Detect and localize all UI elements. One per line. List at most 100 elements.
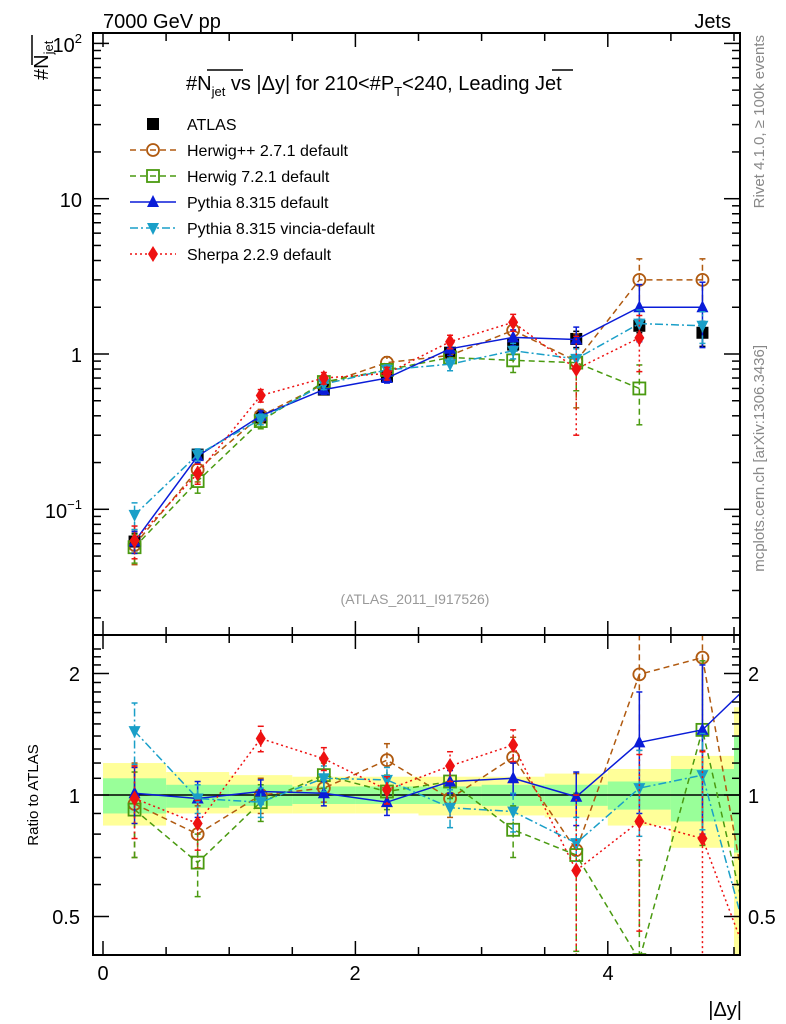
xtick-2: 2 — [349, 963, 360, 985]
ratio-series — [127, 635, 772, 1013]
data-point — [760, 1001, 772, 1013]
data-point — [254, 784, 267, 797]
band-stat — [734, 736, 740, 853]
svg-text:#Njet: #Njet — [31, 40, 56, 80]
series-sherpa-2-2-9-default — [129, 313, 645, 560]
series-line — [133, 306, 703, 542]
rtick-0.5-right: 0.5 — [748, 907, 776, 929]
data-point — [255, 387, 266, 404]
rivet-label: Rivet 4.1.0, ≥ 100k events — [751, 35, 768, 208]
legend-marker — [146, 169, 160, 183]
series-herwig-2-7-1-default — [127, 258, 710, 566]
legend-label: ATLAS — [187, 117, 237, 134]
header-left: 7000 GeV pp — [103, 11, 221, 33]
data-point — [444, 802, 457, 815]
main-ylabel: #Njet — [31, 35, 56, 80]
ratio-ytick-labels: 2 1 0.5 2 1 0.5 — [52, 664, 776, 929]
legend-item: ATLAS — [147, 117, 237, 134]
title-p: P — [381, 73, 394, 95]
data-point — [254, 797, 267, 810]
data-point — [633, 318, 646, 331]
data-point — [128, 726, 141, 739]
data-point — [191, 449, 204, 462]
legend-label: Sherpa 2.2.9 default — [187, 247, 332, 264]
legend-item: Pythia 8.315 default — [130, 195, 329, 212]
title-post: <240, Leading Jet — [402, 73, 562, 95]
data-point — [696, 300, 709, 313]
title-p-sub: T — [394, 84, 402, 99]
header-right: Jets — [694, 11, 731, 33]
data-point — [507, 771, 520, 784]
axis-ticks — [93, 33, 740, 955]
series-line — [134, 737, 740, 941]
rtick-1-left: 1 — [69, 786, 80, 808]
data-point — [318, 370, 329, 387]
rtick-2-left: 2 — [69, 664, 80, 686]
ylabel-main: N — [31, 54, 53, 68]
data-point — [508, 314, 519, 331]
data-point — [507, 330, 520, 343]
legend-marker — [147, 195, 159, 207]
data-point — [444, 359, 457, 372]
xtick-0: 0 — [97, 963, 108, 985]
legend: ATLAS Herwig++ 2.7.1 default Herwig 7.2.1 … — [130, 117, 375, 264]
data-point — [380, 774, 393, 787]
data-point — [445, 757, 456, 774]
data-point — [760, 662, 772, 674]
legend-label: Pythia 8.315 default — [187, 195, 329, 212]
analysis-tag: (ATLAS_2011_I917526) — [341, 591, 490, 607]
data-point — [381, 781, 392, 798]
rtick-0.5-left: 0.5 — [52, 907, 80, 929]
data-point — [632, 381, 647, 396]
xtick-labels: 0 2 4 — [97, 963, 613, 985]
data-point — [571, 361, 582, 378]
legend-item: Sherpa 2.2.9 default — [130, 246, 332, 264]
legend-marker — [147, 223, 159, 235]
rtick-1-right: 1 — [748, 786, 759, 808]
series-line — [134, 356, 640, 548]
data-point — [634, 329, 645, 346]
data-point — [317, 773, 330, 786]
legend-label: Herwig 7.2.1 default — [187, 169, 330, 186]
svg-text:#Njet vs |Δy| for 210<#PT<240,: #Njet vs |Δy| for 210<#PT<240, Leading J… — [186, 73, 562, 99]
series-pythia-8-315-default — [128, 281, 709, 555]
data-point — [508, 737, 519, 754]
data-point — [697, 830, 708, 847]
data-point — [445, 333, 456, 350]
data-point — [507, 806, 520, 819]
ylabel-sub: jet — [41, 40, 56, 55]
series-line — [134, 322, 703, 516]
data-point — [190, 855, 205, 870]
main-title: #Njet vs |Δy| for 210<#PT<240, Leading J… — [186, 69, 573, 99]
title-n-sub: jet — [211, 84, 226, 99]
series-line — [134, 729, 740, 955]
series-pythia-8-315-vincia-default — [128, 702, 772, 1013]
data-point — [634, 813, 645, 830]
legend-marker — [148, 246, 158, 262]
ytick-100: 102 — [53, 31, 82, 57]
data-point — [760, 304, 772, 316]
data-point — [129, 532, 140, 549]
data-point — [633, 300, 646, 313]
data-point — [191, 793, 204, 806]
data-point — [318, 750, 329, 767]
data-point — [506, 822, 521, 837]
title-hash: # — [186, 73, 198, 95]
data-point — [254, 414, 267, 427]
xlabel: |Δy| — [708, 999, 742, 1021]
ytick-1: 1 — [71, 345, 82, 367]
data-point — [380, 753, 394, 768]
data-point — [128, 509, 141, 522]
legend-marker — [147, 118, 159, 130]
ratio-ylabel: Ratio to ATLAS — [25, 744, 42, 845]
main-series — [127, 258, 772, 566]
data-point — [192, 465, 203, 482]
ytick-0.1: 10−1 — [45, 497, 82, 523]
data-point — [255, 730, 266, 747]
rtick-2-right: 2 — [748, 664, 759, 686]
data-point — [192, 815, 203, 832]
legend-item: Herwig 7.2.1 default — [130, 169, 330, 186]
data-point — [696, 320, 709, 333]
legend-label: Herwig++ 2.7.1 default — [187, 143, 349, 160]
